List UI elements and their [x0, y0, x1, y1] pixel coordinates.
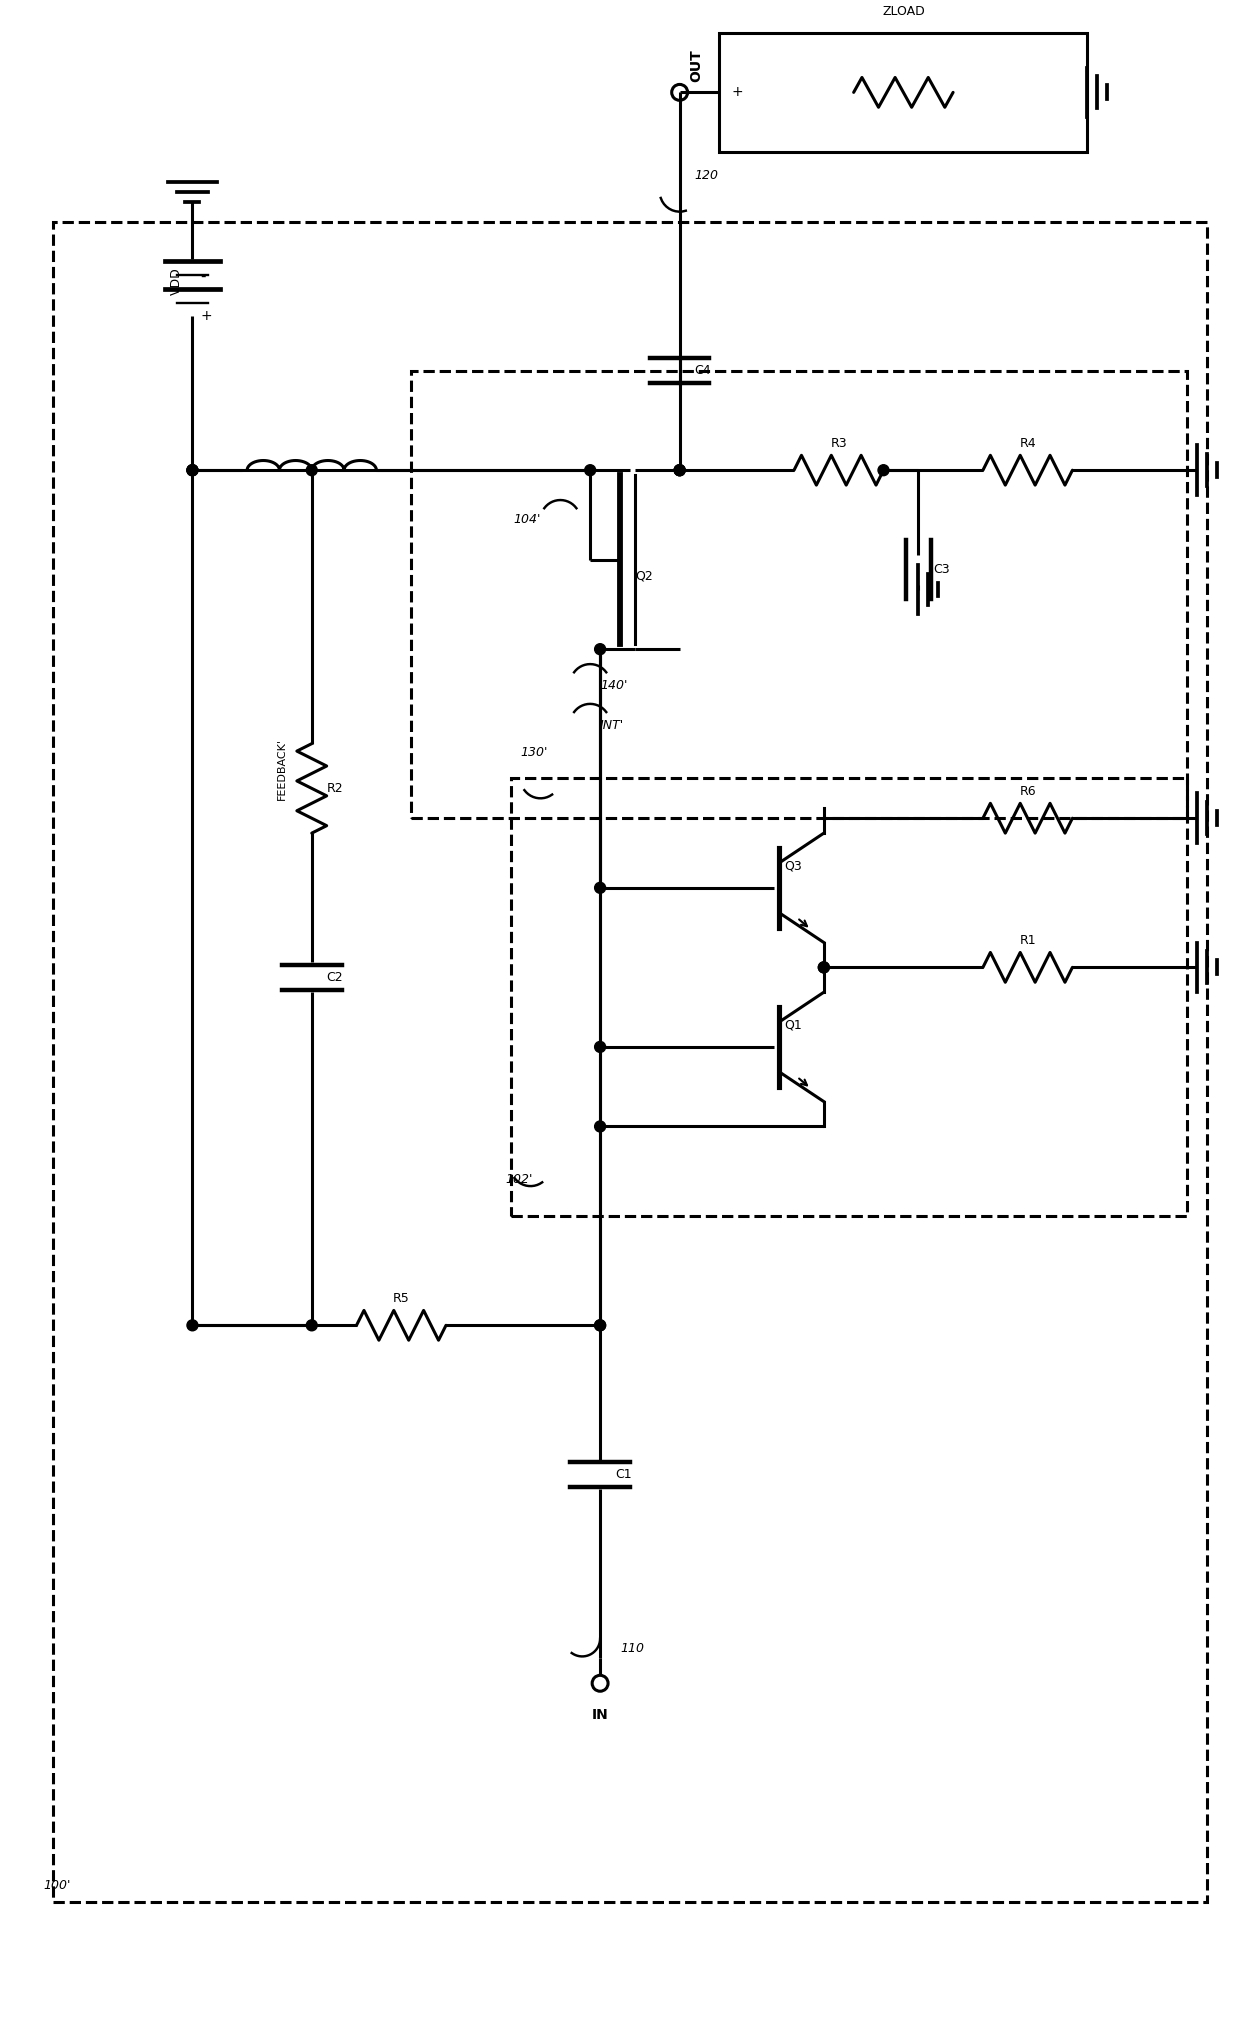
Text: R1: R1: [1019, 934, 1035, 948]
Text: C2: C2: [326, 971, 343, 983]
Text: ZLOAD: ZLOAD: [882, 4, 925, 18]
Text: 100': 100': [43, 1878, 71, 1893]
Text: -: -: [201, 270, 206, 284]
Circle shape: [675, 464, 686, 476]
Text: 140': 140': [600, 679, 627, 693]
Text: R6: R6: [1019, 785, 1035, 799]
Text: IN: IN: [591, 1709, 609, 1723]
Text: R5: R5: [393, 1292, 409, 1306]
Text: +: +: [201, 309, 212, 323]
Circle shape: [675, 464, 686, 476]
Text: 130': 130': [521, 746, 548, 758]
Text: FEEDBACK': FEEDBACK': [277, 738, 286, 799]
Text: 102': 102': [506, 1173, 533, 1186]
Circle shape: [187, 1320, 198, 1331]
Circle shape: [595, 1042, 605, 1053]
Text: C1: C1: [615, 1468, 631, 1482]
Text: Q2: Q2: [635, 570, 652, 583]
Circle shape: [675, 464, 686, 476]
Text: R4: R4: [1019, 437, 1035, 450]
Text: +: +: [732, 86, 743, 100]
Text: Q3: Q3: [784, 861, 802, 873]
Circle shape: [595, 644, 605, 654]
Circle shape: [595, 883, 605, 893]
Text: 104': 104': [513, 513, 541, 527]
Circle shape: [595, 1120, 605, 1132]
Circle shape: [187, 464, 198, 476]
Circle shape: [595, 1320, 605, 1331]
Text: OUT: OUT: [689, 49, 703, 82]
Text: Q1: Q1: [784, 1020, 802, 1032]
Circle shape: [306, 1320, 317, 1331]
Text: 110: 110: [620, 1641, 644, 1656]
Text: 120: 120: [694, 170, 718, 182]
Text: C4: C4: [694, 364, 712, 378]
Text: VDD: VDD: [170, 268, 182, 294]
Circle shape: [878, 464, 889, 476]
Circle shape: [187, 464, 198, 476]
Circle shape: [595, 1320, 605, 1331]
Text: R2: R2: [326, 783, 343, 795]
Text: INT': INT': [600, 719, 624, 732]
Text: C3: C3: [934, 564, 950, 576]
Circle shape: [187, 464, 198, 476]
Circle shape: [818, 963, 830, 973]
Text: R3: R3: [831, 437, 847, 450]
Circle shape: [306, 464, 317, 476]
Circle shape: [818, 963, 830, 973]
Circle shape: [585, 464, 595, 476]
